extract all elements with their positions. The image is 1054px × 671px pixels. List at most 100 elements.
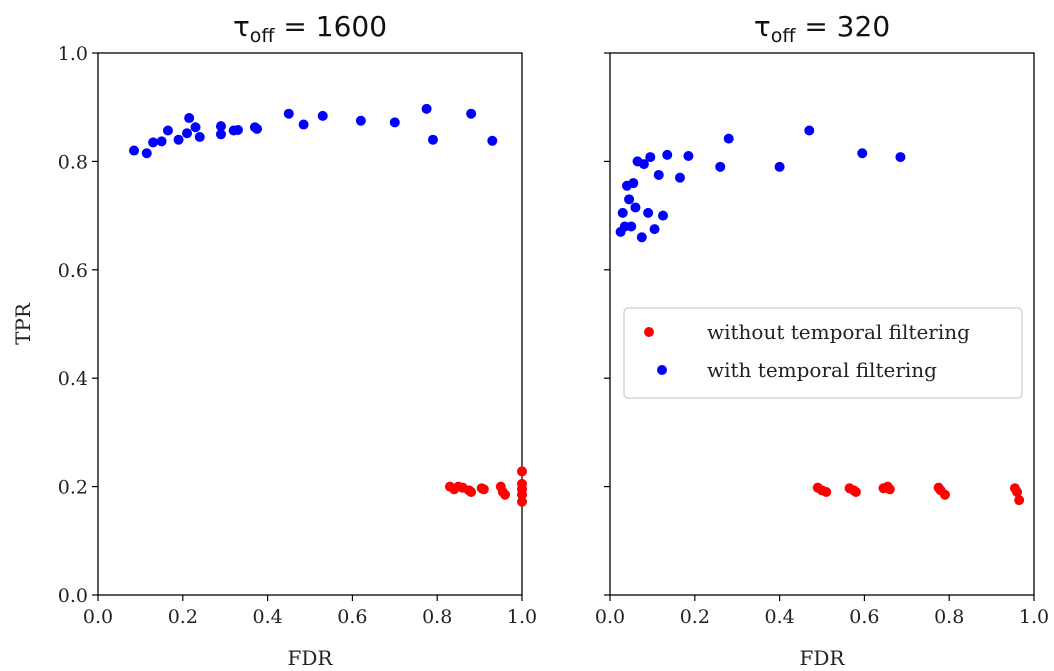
- y-tick-label: 0.0: [58, 585, 88, 607]
- legend-box: [623, 307, 1023, 399]
- points-group: [615, 125, 1025, 506]
- point-with-temporal-filtering: [421, 103, 432, 114]
- point-with-temporal-filtering: [804, 125, 815, 136]
- x-tick-label: 0.0: [83, 606, 113, 628]
- point-with-temporal-filtering: [355, 115, 366, 126]
- point-without-temporal-filtering: [517, 489, 527, 500]
- x-axis-label: FDR: [288, 646, 334, 670]
- point-with-temporal-filtering: [215, 121, 226, 132]
- point-with-temporal-filtering: [427, 134, 438, 145]
- legend-label-with: with temporal filtering: [707, 358, 937, 382]
- point-with-temporal-filtering: [723, 133, 734, 144]
- point-with-temporal-filtering: [156, 136, 167, 147]
- point-with-temporal-filtering: [190, 122, 201, 133]
- tick-group: 0.0 0.2 0.4 0.6 0.8 1.0 0.0 0.2 0.4 0.6 0.8 1.0: [58, 43, 537, 628]
- points-group: [129, 103, 527, 507]
- point-with-temporal-filtering: [617, 207, 628, 218]
- panel-title: τoff = 320: [754, 10, 890, 47]
- point-with-temporal-filtering: [774, 161, 785, 172]
- x-tick-label: 0.6: [849, 606, 879, 628]
- point-without-temporal-filtering: [466, 487, 477, 498]
- point-without-temporal-filtering: [1012, 487, 1023, 498]
- legend-marker-with: [657, 365, 667, 375]
- point-without-temporal-filtering: [517, 466, 527, 477]
- x-tick-label: 0.0: [595, 606, 625, 628]
- panel-tau-1600: τoff = 1600 0.0 0.2 0.4 0.6 0.8 1.00.00.20.40…: [11, 10, 537, 670]
- y-axis-label: TPR: [11, 302, 35, 345]
- point-with-temporal-filtering: [626, 221, 637, 232]
- point-without-temporal-filtering: [500, 489, 511, 500]
- y-tick-label: 0.6: [58, 260, 88, 282]
- point-with-temporal-filtering: [645, 152, 656, 163]
- point-with-temporal-filtering: [184, 113, 195, 124]
- point-with-temporal-filtering: [649, 224, 660, 235]
- title-symbol: τ: [754, 10, 771, 43]
- point-without-temporal-filtering: [821, 487, 832, 498]
- point-without-temporal-filtering: [850, 487, 861, 498]
- point-with-temporal-filtering: [162, 125, 173, 136]
- title-subscript: off: [250, 25, 276, 47]
- point-without-temporal-filtering: [939, 489, 950, 500]
- y-tick-label: 0.2: [58, 477, 88, 499]
- point-without-temporal-filtering: [884, 484, 895, 495]
- point-with-temporal-filtering: [173, 134, 184, 145]
- legend: without temporal filtering with temporal…: [623, 307, 1023, 399]
- point-with-temporal-filtering: [466, 108, 477, 119]
- title-symbol: τ: [233, 10, 250, 43]
- point-with-temporal-filtering: [298, 119, 309, 130]
- point-with-temporal-filtering: [857, 148, 868, 159]
- tick-group: 0.0 0.2 0.4 0.6 0.8 1.0: [595, 52, 1049, 628]
- point-with-temporal-filtering: [182, 128, 193, 139]
- point-with-temporal-filtering: [683, 150, 694, 161]
- x-tick-label: 0.4: [252, 606, 282, 628]
- plot-area: [609, 52, 1035, 596]
- y-tick-label: 1.0: [58, 43, 88, 65]
- x-tick-label: 0.4: [764, 606, 794, 628]
- y-tick-label: 0.4: [58, 368, 88, 390]
- y-tick-label: 0.8: [58, 151, 88, 173]
- point-with-temporal-filtering: [630, 202, 641, 213]
- point-without-temporal-filtering: [1014, 495, 1025, 506]
- x-tick-label: 0.2: [168, 606, 198, 628]
- x-tick-label: 0.2: [680, 606, 710, 628]
- title-suffix: = 1600: [275, 10, 388, 43]
- plot-area: [97, 52, 523, 596]
- point-with-temporal-filtering: [389, 117, 400, 128]
- point-with-temporal-filtering: [232, 124, 243, 135]
- x-tick-label: 0.8: [934, 606, 964, 628]
- point-with-temporal-filtering: [129, 145, 140, 156]
- point-with-temporal-filtering: [658, 210, 668, 221]
- point-with-temporal-filtering: [487, 135, 498, 146]
- point-with-temporal-filtering: [215, 129, 226, 140]
- x-tick-label: 1.0: [1019, 606, 1049, 628]
- point-with-temporal-filtering: [638, 159, 649, 170]
- x-tick-label: 0.6: [337, 606, 367, 628]
- title-suffix: = 320: [795, 10, 890, 43]
- panel-title: τoff = 1600: [233, 10, 387, 47]
- point-with-temporal-filtering: [141, 148, 152, 159]
- point-with-temporal-filtering: [895, 152, 906, 163]
- point-with-temporal-filtering: [715, 161, 726, 172]
- point-with-temporal-filtering: [653, 169, 664, 180]
- point-with-temporal-filtering: [662, 149, 673, 160]
- point-with-temporal-filtering: [317, 110, 328, 121]
- x-tick-label: 1.0: [507, 606, 537, 628]
- point-with-temporal-filtering: [628, 178, 639, 189]
- point-with-temporal-filtering: [148, 137, 159, 148]
- x-axis-label: FDR: [800, 646, 846, 670]
- point-without-temporal-filtering: [517, 496, 527, 507]
- point-with-temporal-filtering: [194, 132, 205, 143]
- title-subscript: off: [771, 25, 797, 47]
- legend-marker-without: [644, 327, 654, 337]
- point-without-temporal-filtering: [478, 484, 489, 495]
- x-tick-label: 0.8: [422, 606, 452, 628]
- panel-tau-320: τoff = 320 0.0 0.2 0.4 0.6 0.8 1.0 FDR withou…: [595, 10, 1049, 670]
- legend-label-without: without temporal filtering: [707, 320, 970, 344]
- point-with-temporal-filtering: [643, 207, 654, 218]
- point-with-temporal-filtering: [624, 194, 635, 205]
- point-with-temporal-filtering: [636, 232, 647, 243]
- point-with-temporal-filtering: [283, 108, 294, 119]
- point-with-temporal-filtering: [674, 172, 685, 183]
- point-with-temporal-filtering: [252, 123, 262, 134]
